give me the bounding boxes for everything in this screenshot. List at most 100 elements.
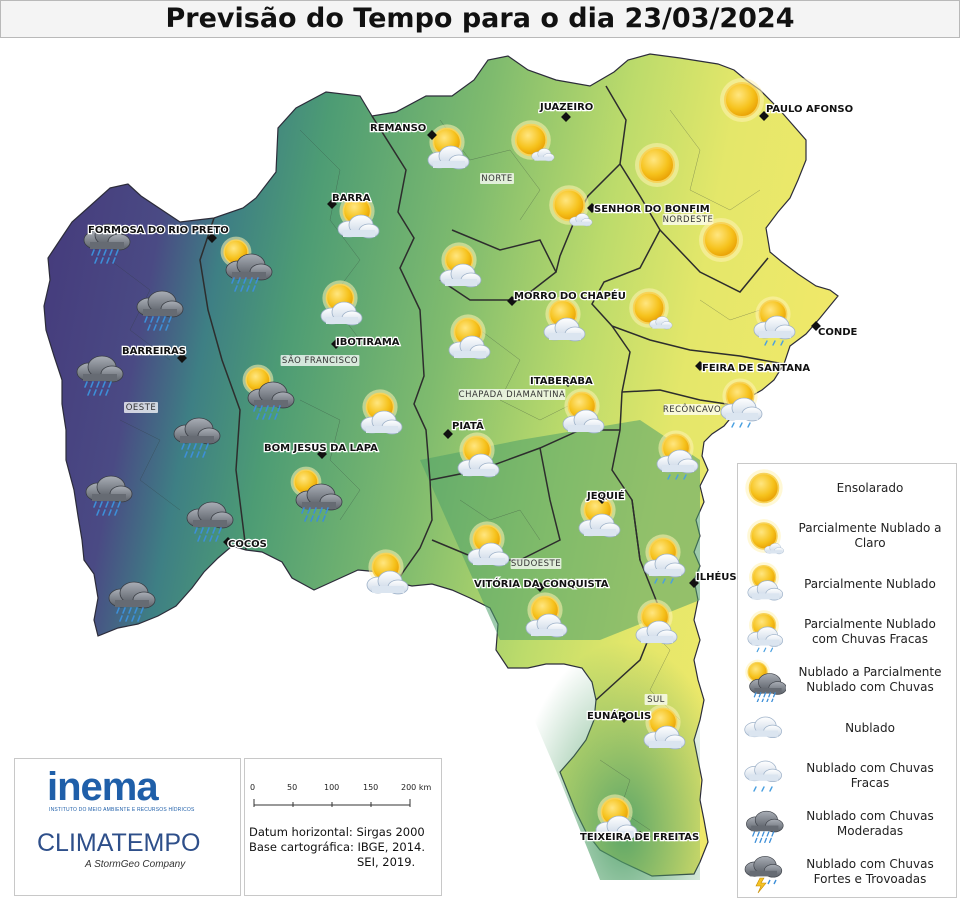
legend-item: Parcialmente Nublado — [738, 560, 956, 608]
city-marker — [587, 203, 597, 213]
sunny-icon — [699, 218, 743, 262]
region-label: NORDESTE — [663, 215, 714, 225]
scale-label: 0 — [250, 783, 256, 792]
city-label: TEIXEIRA DE FREITAS — [580, 832, 699, 843]
legend-label: Nublado — [845, 720, 895, 735]
scale-label: 150 — [363, 783, 379, 792]
city-marker — [619, 713, 629, 723]
city-marker — [327, 199, 337, 209]
city-marker — [535, 582, 545, 592]
partly-cloudy-icon — [742, 562, 786, 606]
city-marker — [207, 233, 217, 243]
sunny-icon — [720, 78, 764, 122]
region-label: NORTE — [481, 174, 512, 184]
city-label: BOM JESUS DA LAPA — [264, 443, 378, 454]
city-label: IBOTIRAMA — [336, 337, 400, 348]
city-label: ILHÉUS — [696, 570, 737, 583]
scale-bar — [253, 799, 411, 807]
city-label: COCOS — [228, 539, 267, 550]
city-markers: JUAZEIRO PAULO AFONSO REMANSO SENHOR DO BON… — [87, 101, 859, 845]
legend-item: Parcialmente Nublado com Chuvas Fracas — [738, 608, 956, 656]
climatempo-subtitle: A StormGeo Company — [85, 859, 186, 870]
legend-label: Nublado a Parcialmente Nublado com Chuva… — [798, 665, 942, 694]
scale-label: 50 — [287, 783, 298, 792]
scale-label: 200 km — [401, 783, 432, 792]
sunny-icon — [635, 143, 679, 187]
city-marker — [507, 296, 517, 306]
cloud-moderate-rain-icon — [742, 802, 786, 846]
legend-label: Nublado com Chuvas Moderadas — [806, 809, 934, 838]
base-text: Base cartográfica: IBGE, 2014. — [249, 840, 426, 854]
city-marker — [563, 377, 573, 387]
city-label: VITÓRIA DA CONQUISTA — [474, 577, 609, 590]
city-marker — [331, 339, 341, 349]
page-title: Previsão do Tempo para o dia 23/03/2024 — [0, 0, 960, 38]
city-label: EUNÁPOLIS — [587, 709, 651, 722]
city-marker — [597, 494, 607, 504]
city-marker — [811, 321, 821, 331]
city-label: FORMOSA DO RIO PRETO — [88, 225, 229, 236]
legend-label: Nublado com Chuvas Fracas — [806, 761, 934, 790]
city-label: BARRA — [332, 193, 371, 204]
city-label: CONDE — [818, 327, 858, 338]
inema-logo-text: inema — [47, 765, 159, 809]
city-marker — [317, 449, 327, 459]
legend-item: Ensolarado — [738, 464, 956, 512]
sei-text: SEI, 2019. — [357, 855, 416, 869]
legend-label: Parcialmente Nublado a Claro — [798, 521, 942, 550]
region-label: CHAPADA DIAMANTINA — [459, 390, 566, 400]
legend-item: Parcialmente Nublado a Claro — [738, 512, 956, 560]
city-marker — [689, 578, 699, 588]
legend-item: Nublado — [738, 704, 956, 752]
city-marker — [759, 111, 769, 121]
city-label: PIATÃ — [452, 419, 484, 432]
city-marker — [695, 361, 705, 371]
climatempo-logo: CLIMATEMPO — [37, 829, 201, 857]
city-label: JUAZEIRO — [539, 102, 593, 113]
legend-item: Nublado a Parcialmente Nublado com Chuva… — [738, 656, 956, 704]
partly-cloudy-light-rain-icon — [742, 610, 786, 654]
city-marker — [427, 130, 437, 140]
inema-logo: inema — [47, 765, 159, 809]
legend-label: Parcialmente Nublado — [804, 576, 936, 591]
legend-label: Nublado com Chuvas Fortes e Trovoadas — [806, 857, 934, 886]
map-metadata: Datum horizontal: Sirgas 2000 Base carto… — [249, 825, 437, 870]
city-label: BARREIRAS — [122, 346, 186, 357]
cloudy-partly-rain-icon — [742, 658, 786, 702]
logos-box: inema INSTITUTO DO MEIO AMBIENTE E RECUR… — [14, 758, 241, 896]
legend-label: Ensolarado — [836, 480, 904, 495]
cloud-icon — [744, 716, 783, 739]
legend-item: Nublado com Chuvas Moderadas — [738, 800, 956, 848]
city-marker — [443, 429, 453, 439]
region-labels: NORTE NORDESTE SÃO FRANCISCO OESTE CHAPADA D… — [124, 173, 721, 705]
scale-label: 100 — [324, 783, 340, 792]
city-marker — [177, 353, 187, 363]
city-label: PAULO AFONSO — [766, 104, 853, 115]
region-label: RECÔNCAVO — [663, 403, 721, 415]
legend-label: Parcialmente Nublado com Chuvas Fracas — [804, 617, 936, 646]
region-label: SUL — [647, 695, 665, 705]
legend: Ensolarado Parcialmente Nublado a Claro … — [737, 463, 957, 898]
storm-icon — [744, 856, 783, 894]
city-marker — [635, 831, 645, 841]
inema-subtitle: INSTITUTO DO MEIO AMBIENTE E RECURSOS HÍ… — [49, 807, 195, 813]
bahia-map: NORTE NORDESTE SÃO FRANCISCO OESTE CHAPADA D… — [43, 53, 859, 880]
city-label: FEIRA DE SANTANA — [702, 363, 810, 374]
cloud-light-rain-icon — [744, 760, 783, 792]
city-label: JEQUIÉ — [586, 489, 625, 502]
region-label: SUDOESTE — [511, 559, 561, 569]
region-label: OESTE — [126, 403, 157, 413]
city-label: SENHOR DO BONFIM — [594, 204, 710, 215]
legend-item: Nublado com Chuvas Fracas — [738, 752, 956, 800]
sun-icon — [744, 468, 784, 508]
city-label: MORRO DO CHAPÉU — [514, 289, 626, 302]
sun-cloud-icon — [742, 514, 786, 558]
datum-text: Datum horizontal: Sirgas 2000 — [249, 825, 425, 839]
city-label: ITABERABA — [530, 376, 593, 387]
scale-box: 0 50 100 150 200 km Datum horizontal: Si… — [244, 758, 442, 896]
city-marker — [561, 112, 571, 122]
region-label: SÃO FRANCISCO — [282, 355, 358, 366]
city-label: REMANSO — [370, 123, 426, 134]
legend-item: Nublado com Chuvas Fortes e Trovoadas — [738, 848, 956, 896]
city-marker — [223, 537, 233, 547]
